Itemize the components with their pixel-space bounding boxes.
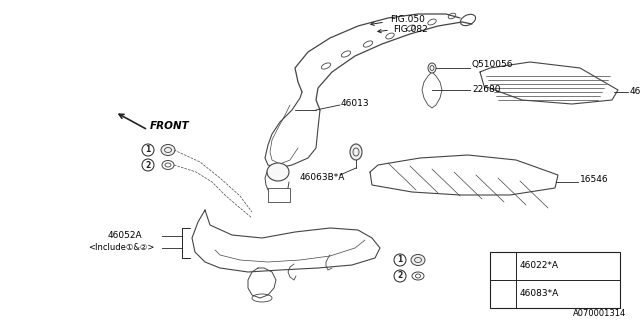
Text: 1: 1: [500, 261, 506, 270]
Text: 46052A: 46052A: [108, 231, 143, 241]
Ellipse shape: [161, 145, 175, 156]
Text: 1: 1: [397, 255, 403, 265]
Bar: [268, 188, 290, 202]
Ellipse shape: [428, 63, 436, 73]
Text: Q510056: Q510056: [472, 60, 513, 69]
Ellipse shape: [350, 144, 362, 160]
Text: 46052: 46052: [630, 86, 640, 95]
Text: 22680: 22680: [472, 85, 500, 94]
Text: A070001314: A070001314: [573, 309, 626, 318]
Text: 2: 2: [500, 290, 506, 299]
Text: 46022*A: 46022*A: [520, 261, 559, 270]
Text: 46083*A: 46083*A: [520, 290, 559, 299]
Text: 2: 2: [397, 271, 403, 281]
Text: 46013: 46013: [341, 99, 370, 108]
Bar: [490, 252, 620, 308]
Text: 2: 2: [145, 161, 150, 170]
Circle shape: [394, 270, 406, 282]
Text: 46063B*A: 46063B*A: [300, 172, 346, 181]
Circle shape: [497, 260, 509, 272]
Circle shape: [142, 144, 154, 156]
Circle shape: [142, 159, 154, 171]
Text: FRONT: FRONT: [150, 121, 189, 131]
Ellipse shape: [267, 163, 289, 181]
Circle shape: [497, 288, 509, 300]
Circle shape: [394, 254, 406, 266]
Ellipse shape: [411, 254, 425, 266]
Text: FIG.050: FIG.050: [390, 15, 425, 25]
Text: 1: 1: [145, 146, 150, 155]
Text: FIG.082: FIG.082: [393, 26, 428, 35]
Text: <Include①&②>: <Include①&②>: [88, 244, 154, 252]
Text: 16546: 16546: [580, 175, 609, 185]
